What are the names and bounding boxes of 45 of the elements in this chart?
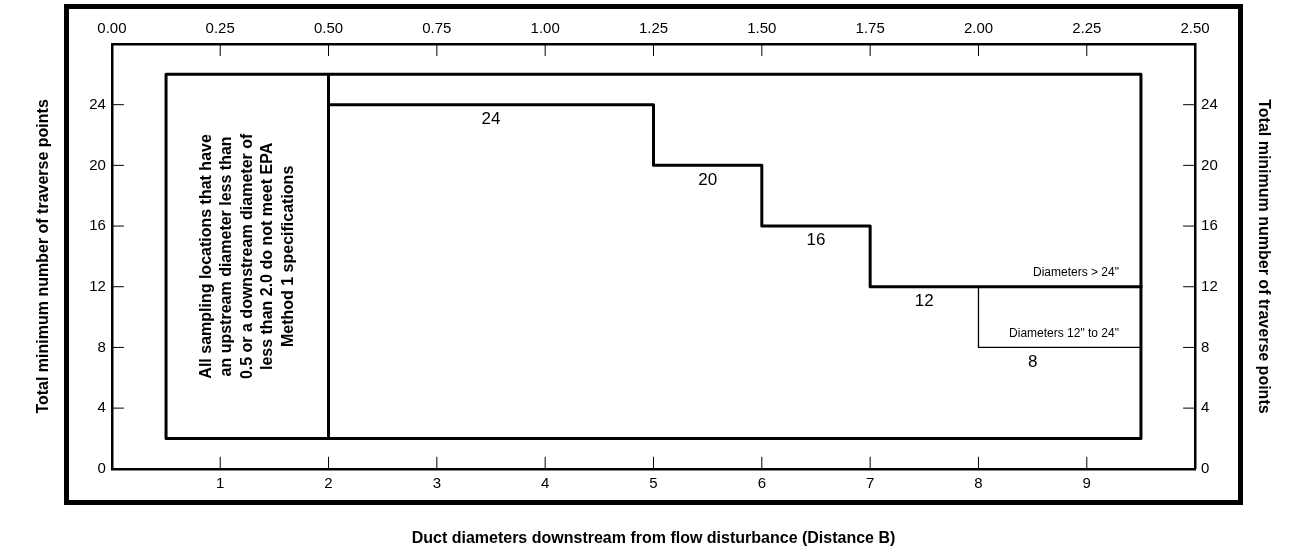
annotation: 24 bbox=[481, 108, 501, 128]
y-tick-label: 16 bbox=[89, 216, 106, 234]
x-tick-label: 6 bbox=[757, 473, 766, 491]
x-tick-label: 8 bbox=[974, 473, 983, 491]
x2-tick-label: 0.25 bbox=[205, 19, 235, 37]
x2-tick-label: 2.25 bbox=[1072, 19, 1102, 37]
series-label: Diameters > 24" bbox=[1032, 265, 1119, 280]
y-tick-label: 4 bbox=[97, 398, 106, 416]
x2-tick-label: 1.50 bbox=[747, 19, 777, 37]
y2-tick-label: 4 bbox=[1201, 398, 1210, 416]
y2-tick-label: 12 bbox=[1201, 276, 1218, 294]
x2-tick-label: 1.00 bbox=[530, 19, 560, 37]
y-tick-label: 0 bbox=[97, 458, 106, 476]
y2-tick-label: 20 bbox=[1201, 155, 1218, 173]
x2-tick-label: 0.50 bbox=[313, 19, 344, 37]
x-tick-label: 3 bbox=[432, 473, 442, 491]
series-label: Diameters 12" to 24" bbox=[1009, 325, 1119, 340]
y-tick-label: 24 bbox=[89, 94, 106, 112]
y-tick-label: 12 bbox=[89, 276, 106, 294]
y2-tick-label: 24 bbox=[1201, 94, 1218, 112]
x2-tick-label: 1.25 bbox=[638, 19, 669, 37]
x2-tick-label: 0.75 bbox=[422, 19, 452, 37]
y2-tick-label: 8 bbox=[1201, 337, 1210, 355]
x-tick-label: 2 bbox=[324, 473, 333, 491]
y2-tick-label: 0 bbox=[1201, 458, 1210, 476]
y2-axis-title: Total minimum number of traverse points bbox=[1255, 99, 1273, 414]
annotation: 16 bbox=[806, 230, 826, 250]
x-tick-label: 7 bbox=[865, 473, 875, 491]
y2-tick-label: 16 bbox=[1201, 216, 1218, 234]
x2-tick-label: 0.00 bbox=[97, 19, 127, 37]
annotation: 12 bbox=[914, 290, 934, 310]
x2-tick-label: 1.75 bbox=[855, 19, 885, 37]
y-tick-label: 8 bbox=[97, 337, 106, 355]
annotation: 20 bbox=[698, 169, 718, 189]
x-tick-label: 4 bbox=[541, 473, 550, 491]
x2-tick-label: 2.00 bbox=[963, 19, 994, 37]
x-tick-label: 1 bbox=[216, 473, 225, 491]
x-tick-label: 9 bbox=[1082, 473, 1091, 491]
y-axis-title: Total minimum number of traverse points bbox=[34, 99, 52, 414]
annotation: All sampling locations that have an upstream diameter less than 0.5 or a downstream diameter of less than 2.0 do not meet EPA Method 1 specifications bbox=[196, 133, 296, 380]
y-tick-label: 20 bbox=[89, 155, 106, 173]
x-tick-label: 5 bbox=[649, 473, 658, 491]
x-axis-title: Duct diameters downstream from flow disturbance (Distance B) bbox=[411, 528, 896, 546]
x2-tick-label: 2.50 bbox=[1180, 19, 1210, 37]
annotation: 8 bbox=[1027, 351, 1038, 371]
